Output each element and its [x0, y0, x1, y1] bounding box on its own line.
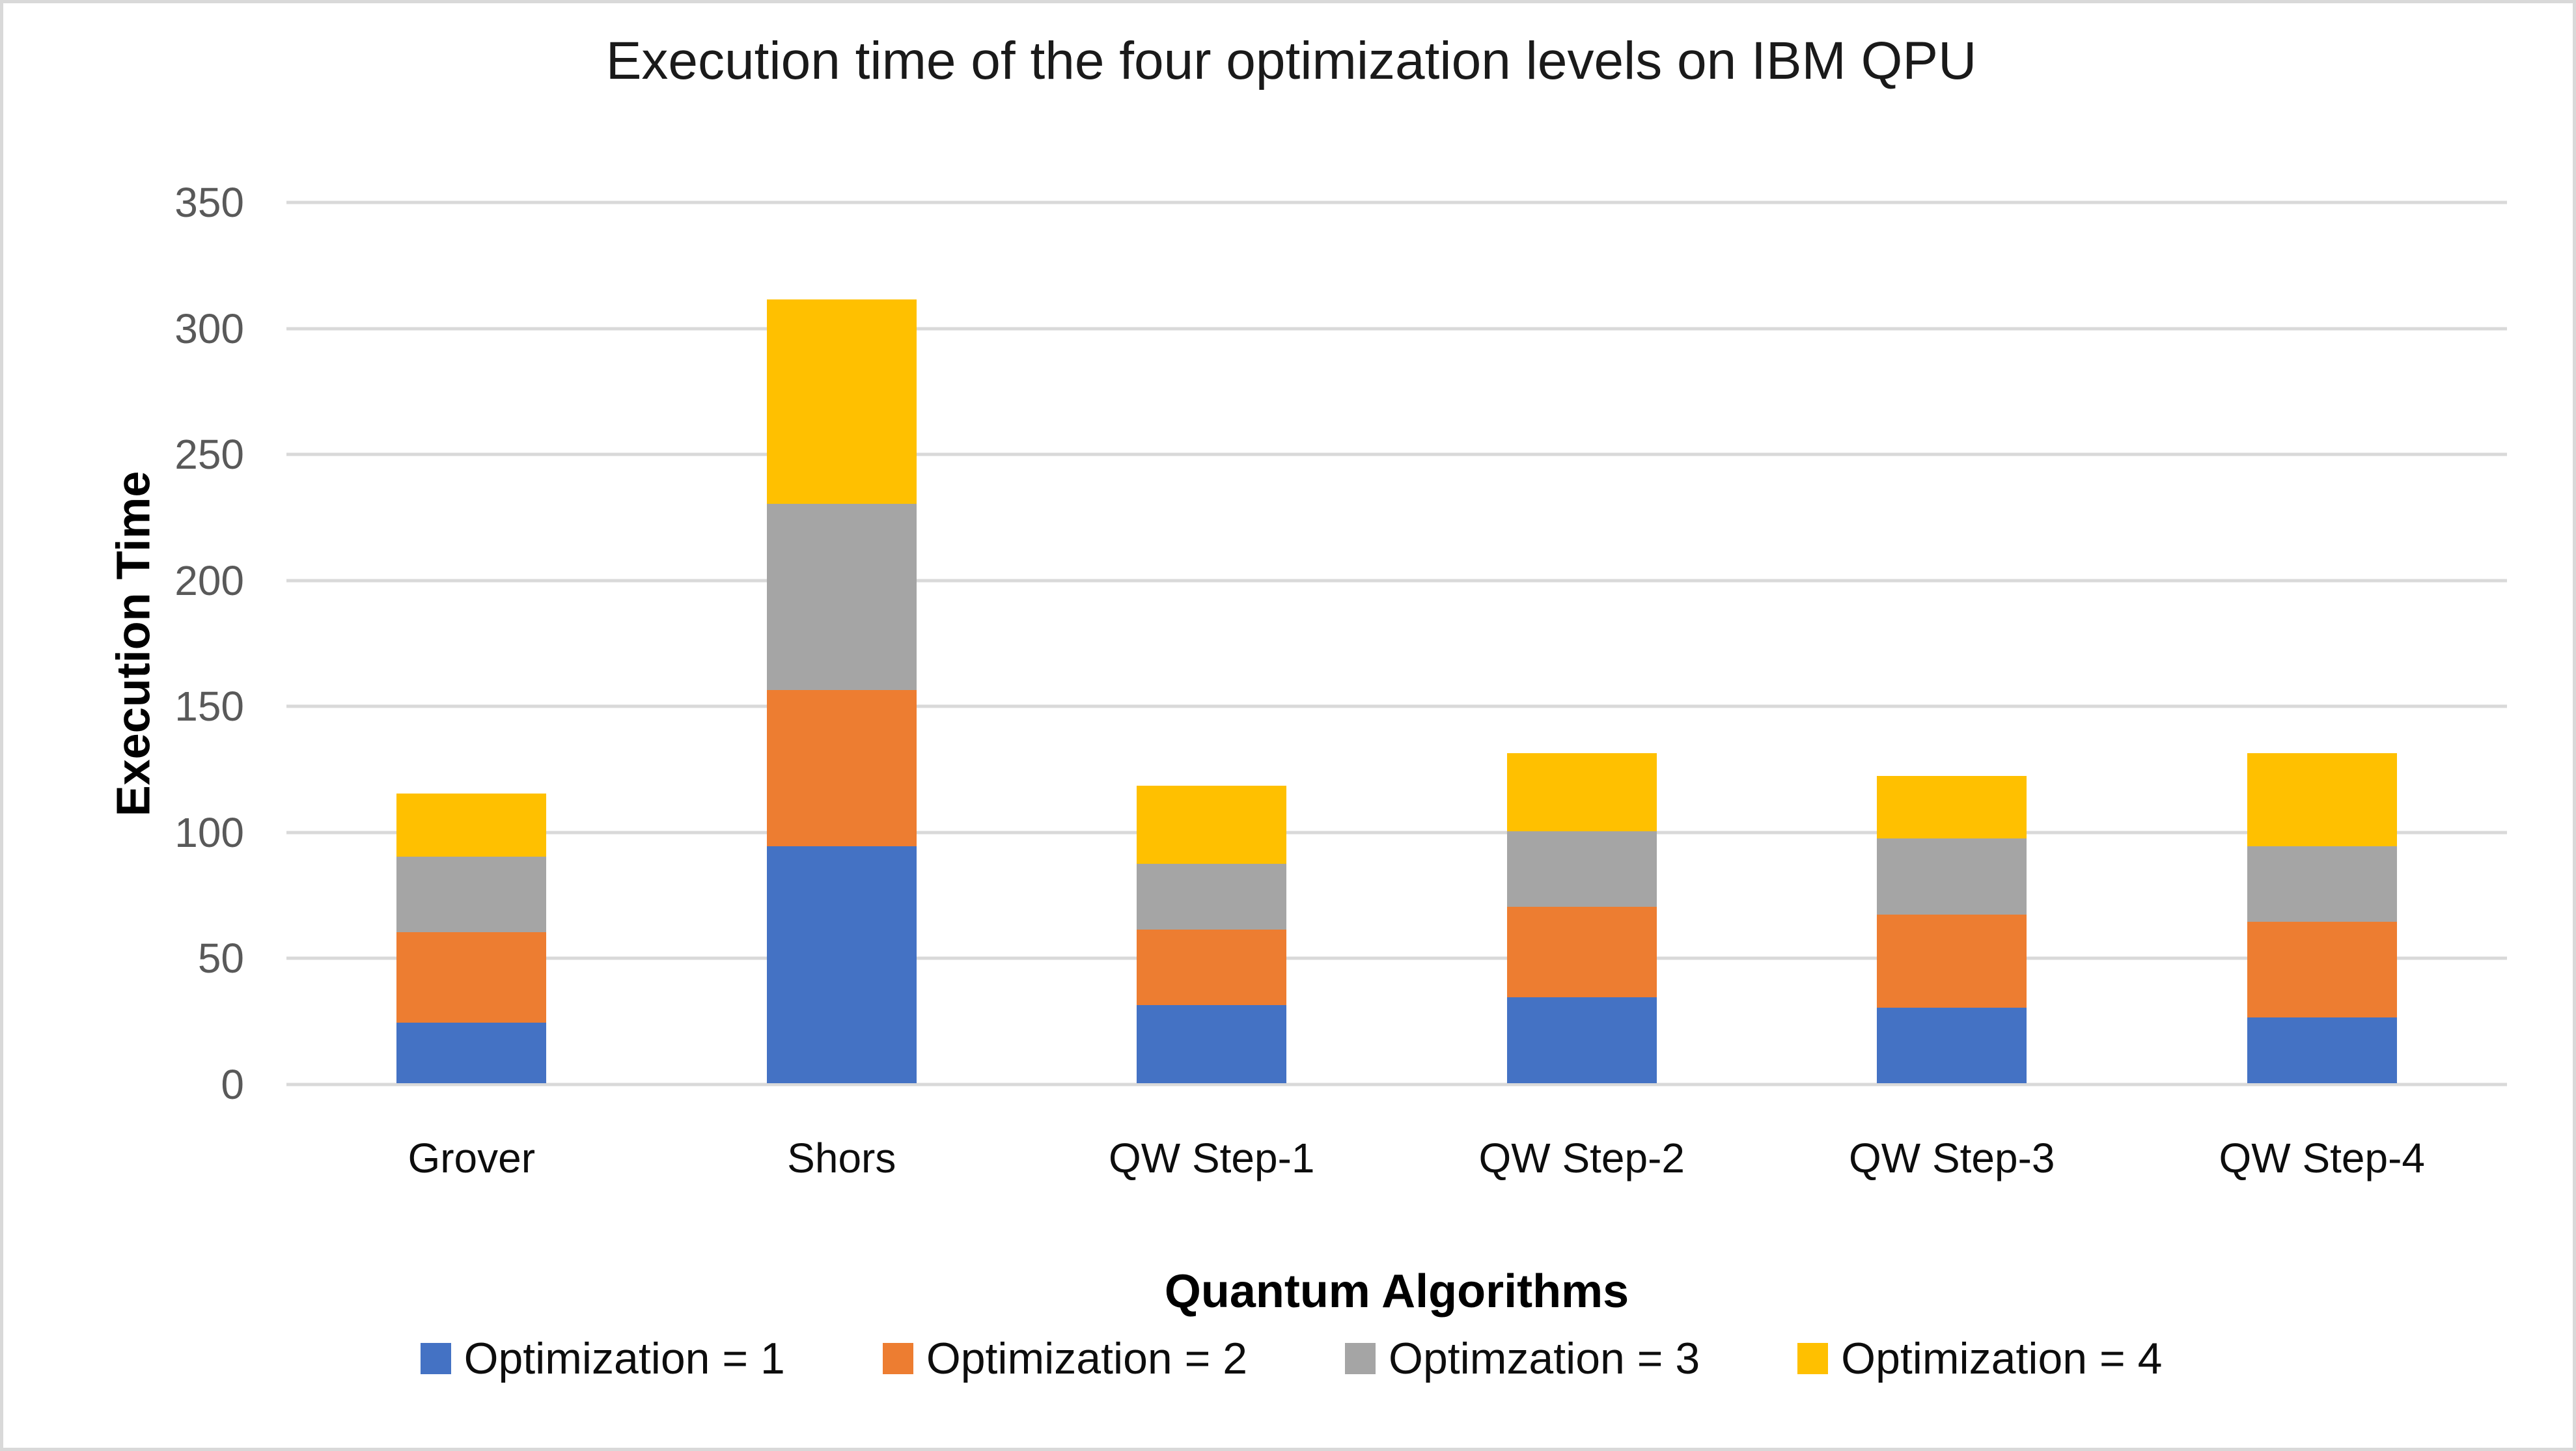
legend-swatch-optimization-1 — [420, 1343, 451, 1374]
gridline-50 — [286, 956, 2507, 960]
legend-swatch-optimization-2 — [882, 1343, 913, 1374]
legend-item-optimization-1: Optimization = 1 — [420, 1334, 785, 1383]
y-tick-label-50: 50 — [197, 935, 244, 982]
bar-segment-grover-optimization-2 — [396, 932, 547, 1023]
legend-item-optimization-4: Optimization = 4 — [1797, 1336, 2162, 1381]
bar-segment-qw-step-1-optimzation-3 — [1137, 864, 1287, 930]
y-axis-title: Execution Time — [107, 471, 160, 816]
x-category-label-qw-step-4: QW Step-4 — [2219, 1135, 2426, 1182]
gridline-350 — [286, 200, 2507, 204]
legend-label-optimzation-3: Optimzation = 3 — [1389, 1334, 1700, 1383]
gridline-100 — [286, 831, 2507, 835]
gridline-250 — [286, 452, 2507, 456]
y-tick-label-150: 150 — [174, 683, 244, 730]
x-category-label-qw-step-1: QW Step-1 — [1108, 1135, 1315, 1182]
bar-segment-qw-step-3-optimization-4 — [1877, 775, 2027, 839]
bar-segment-shors-optimization-2 — [766, 690, 917, 847]
bar-shors — [766, 299, 917, 1083]
y-tick-label-350: 350 — [174, 179, 244, 226]
y-tick-label-250: 250 — [174, 431, 244, 478]
bar-segment-qw-step-1-optimization-1 — [1137, 1005, 1287, 1083]
bar-segment-qw-step-3-optimization-2 — [1877, 914, 2027, 1008]
bar-segment-qw-step-2-optimization-1 — [1506, 997, 1657, 1083]
legend-label-optimization-2: Optimization = 2 — [926, 1334, 1248, 1383]
legend-swatch-optimzation-3 — [1345, 1343, 1376, 1374]
bar-segment-qw-step-4-optimization-4 — [2247, 753, 2397, 847]
x-category-label-shors: Shors — [787, 1135, 896, 1182]
bar-segment-qw-step-2-optimzation-3 — [1506, 831, 1657, 907]
y-tick-label-100: 100 — [174, 808, 244, 856]
y-tick-label-300: 300 — [174, 305, 244, 352]
x-category-label-grover: Grover — [408, 1135, 536, 1182]
y-tick-label-200: 200 — [174, 557, 244, 604]
bar-segment-grover-optimzation-3 — [396, 856, 547, 932]
bar-segment-qw-step-4-optimization-2 — [2247, 922, 2397, 1018]
bar-segment-qw-step-4-optimzation-3 — [2247, 846, 2397, 922]
gridline-0 — [286, 1083, 2507, 1086]
gridline-200 — [286, 579, 2507, 583]
x-axis-title: Quantum Algorithms — [1164, 1265, 1629, 1318]
bar-segment-qw-step-3-optimization-1 — [1877, 1007, 2027, 1083]
bar-segment-shors-optimization-1 — [766, 846, 917, 1083]
gridline-300 — [286, 327, 2507, 331]
bar-qw-step-2 — [1506, 753, 1657, 1083]
bar-segment-shors-optimzation-3 — [766, 503, 917, 691]
bar-qw-step-3 — [1877, 775, 2027, 1083]
bar-segment-grover-optimization-1 — [396, 1023, 547, 1083]
legend-label-optimization-1: Optimization = 1 — [464, 1334, 785, 1383]
bar-segment-qw-step-2-optimization-2 — [1506, 907, 1657, 998]
chart-title: Execution time of the four optimization … — [605, 31, 1977, 90]
legend-item-optimzation-3: Optimzation = 3 — [1345, 1336, 1700, 1381]
legend-swatch-optimization-4 — [1797, 1343, 1829, 1374]
bar-segment-qw-step-2-optimization-4 — [1506, 753, 1657, 831]
bar-segment-qw-step-1-optimization-4 — [1137, 786, 1287, 864]
bar-segment-qw-step-1-optimization-2 — [1137, 929, 1287, 1005]
legend-label-optimization-4: Optimization = 4 — [1841, 1334, 2163, 1383]
bar-segment-qw-step-4-optimization-1 — [2247, 1017, 2397, 1083]
bar-segment-grover-optimization-4 — [396, 793, 547, 857]
x-category-label-qw-step-3: QW Step-3 — [1848, 1135, 2055, 1182]
plot-area — [286, 200, 2507, 1086]
y-tick-label-0: 0 — [221, 1061, 244, 1108]
legend-item-optimization-2: Optimization = 2 — [882, 1334, 1248, 1383]
bar-qw-step-1 — [1137, 786, 1287, 1083]
x-category-label-qw-step-2: QW Step-2 — [1478, 1135, 1685, 1182]
legend: Optimization = 1 Optimization = 2 Optimzat… — [3, 1334, 2573, 1383]
bar-segment-qw-step-3-optimzation-3 — [1877, 838, 2027, 915]
bar-segment-shors-optimization-4 — [766, 299, 917, 504]
bar-qw-step-4 — [2247, 753, 2397, 1083]
gridline-150 — [286, 704, 2507, 708]
bar-grover — [396, 793, 547, 1083]
